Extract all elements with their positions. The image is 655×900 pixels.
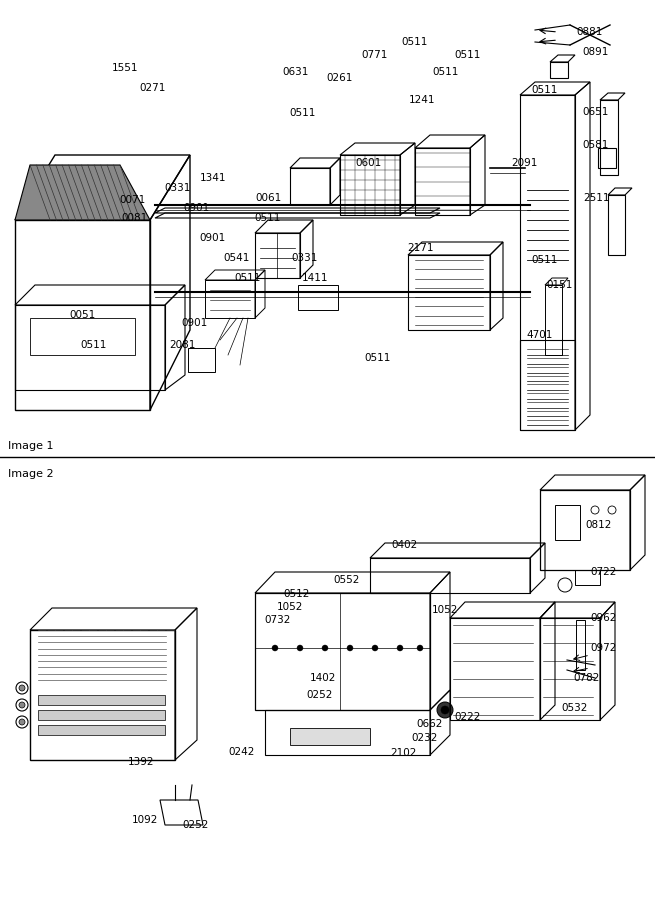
- Text: 0631: 0631: [283, 67, 309, 77]
- Text: 0972: 0972: [591, 643, 617, 653]
- Polygon shape: [290, 728, 370, 745]
- Text: 0081: 0081: [122, 213, 148, 223]
- Text: Image 2: Image 2: [8, 469, 54, 479]
- Text: 0061: 0061: [255, 193, 281, 203]
- Text: 1341: 1341: [200, 173, 226, 183]
- Text: 2081: 2081: [169, 340, 195, 350]
- Text: 0511: 0511: [290, 108, 316, 118]
- Text: 0601: 0601: [355, 158, 381, 168]
- Circle shape: [347, 645, 353, 651]
- Text: 0051: 0051: [69, 310, 95, 320]
- Text: 0252: 0252: [183, 820, 209, 830]
- Text: 0962: 0962: [591, 613, 617, 623]
- Text: 2102: 2102: [390, 748, 416, 758]
- Circle shape: [397, 645, 403, 651]
- Text: 0511: 0511: [81, 340, 107, 350]
- Text: 0901: 0901: [182, 318, 208, 328]
- Text: 0891: 0891: [583, 47, 609, 57]
- Text: 0541: 0541: [224, 253, 250, 263]
- Text: 0771: 0771: [362, 50, 388, 60]
- Text: 0511: 0511: [402, 37, 428, 47]
- Text: 0881: 0881: [577, 27, 603, 37]
- Polygon shape: [15, 165, 150, 220]
- Text: 0651: 0651: [583, 107, 609, 117]
- Polygon shape: [38, 725, 165, 735]
- Text: 0222: 0222: [455, 712, 481, 722]
- Circle shape: [372, 645, 378, 651]
- Text: 0901: 0901: [183, 203, 209, 213]
- Text: 4701: 4701: [527, 330, 553, 340]
- Text: 1402: 1402: [310, 673, 336, 683]
- Text: 0242: 0242: [229, 747, 255, 757]
- Text: 0901: 0901: [200, 233, 226, 243]
- Text: 1052: 1052: [432, 605, 458, 615]
- Text: 1411: 1411: [302, 273, 328, 283]
- Text: 0511: 0511: [532, 85, 558, 95]
- Text: 0732: 0732: [265, 615, 291, 625]
- Text: 0151: 0151: [547, 280, 573, 290]
- Text: 0511: 0511: [255, 213, 281, 223]
- Text: 0511: 0511: [234, 273, 261, 283]
- Text: 0662: 0662: [417, 719, 443, 729]
- Text: 0261: 0261: [327, 73, 353, 83]
- Text: 1551: 1551: [112, 63, 138, 73]
- Text: 2511: 2511: [583, 193, 609, 203]
- Text: 0512: 0512: [284, 589, 310, 599]
- Text: 2091: 2091: [511, 158, 537, 168]
- Text: 0782: 0782: [574, 673, 600, 683]
- Circle shape: [19, 719, 25, 725]
- Text: 2171: 2171: [407, 243, 433, 253]
- Text: 0271: 0271: [140, 83, 166, 93]
- Circle shape: [437, 702, 453, 718]
- Circle shape: [272, 645, 278, 651]
- Text: 1241: 1241: [409, 95, 436, 105]
- Text: 0232: 0232: [412, 733, 438, 743]
- Text: 0511: 0511: [365, 353, 391, 363]
- Text: Image 1: Image 1: [8, 441, 54, 451]
- Text: 1392: 1392: [128, 757, 154, 767]
- Text: 0552: 0552: [334, 575, 360, 585]
- Polygon shape: [38, 695, 165, 705]
- Text: 0252: 0252: [307, 690, 333, 700]
- Text: 0331: 0331: [165, 183, 191, 193]
- Text: 0402: 0402: [392, 540, 418, 550]
- Text: 1052: 1052: [277, 602, 303, 612]
- Text: 0511: 0511: [532, 255, 558, 265]
- Circle shape: [441, 706, 449, 714]
- Text: 0511: 0511: [455, 50, 481, 60]
- Text: 0331: 0331: [292, 253, 318, 263]
- Circle shape: [417, 645, 423, 651]
- Text: 0511: 0511: [433, 67, 459, 77]
- Text: 0812: 0812: [586, 520, 612, 530]
- Text: 0532: 0532: [562, 703, 588, 713]
- Circle shape: [19, 702, 25, 708]
- Text: 0722: 0722: [591, 567, 617, 577]
- Circle shape: [297, 645, 303, 651]
- Circle shape: [322, 645, 328, 651]
- Circle shape: [19, 685, 25, 691]
- Text: 0071: 0071: [120, 195, 146, 205]
- Text: 0581: 0581: [583, 140, 609, 150]
- Polygon shape: [38, 710, 165, 720]
- Text: 1092: 1092: [132, 815, 159, 825]
